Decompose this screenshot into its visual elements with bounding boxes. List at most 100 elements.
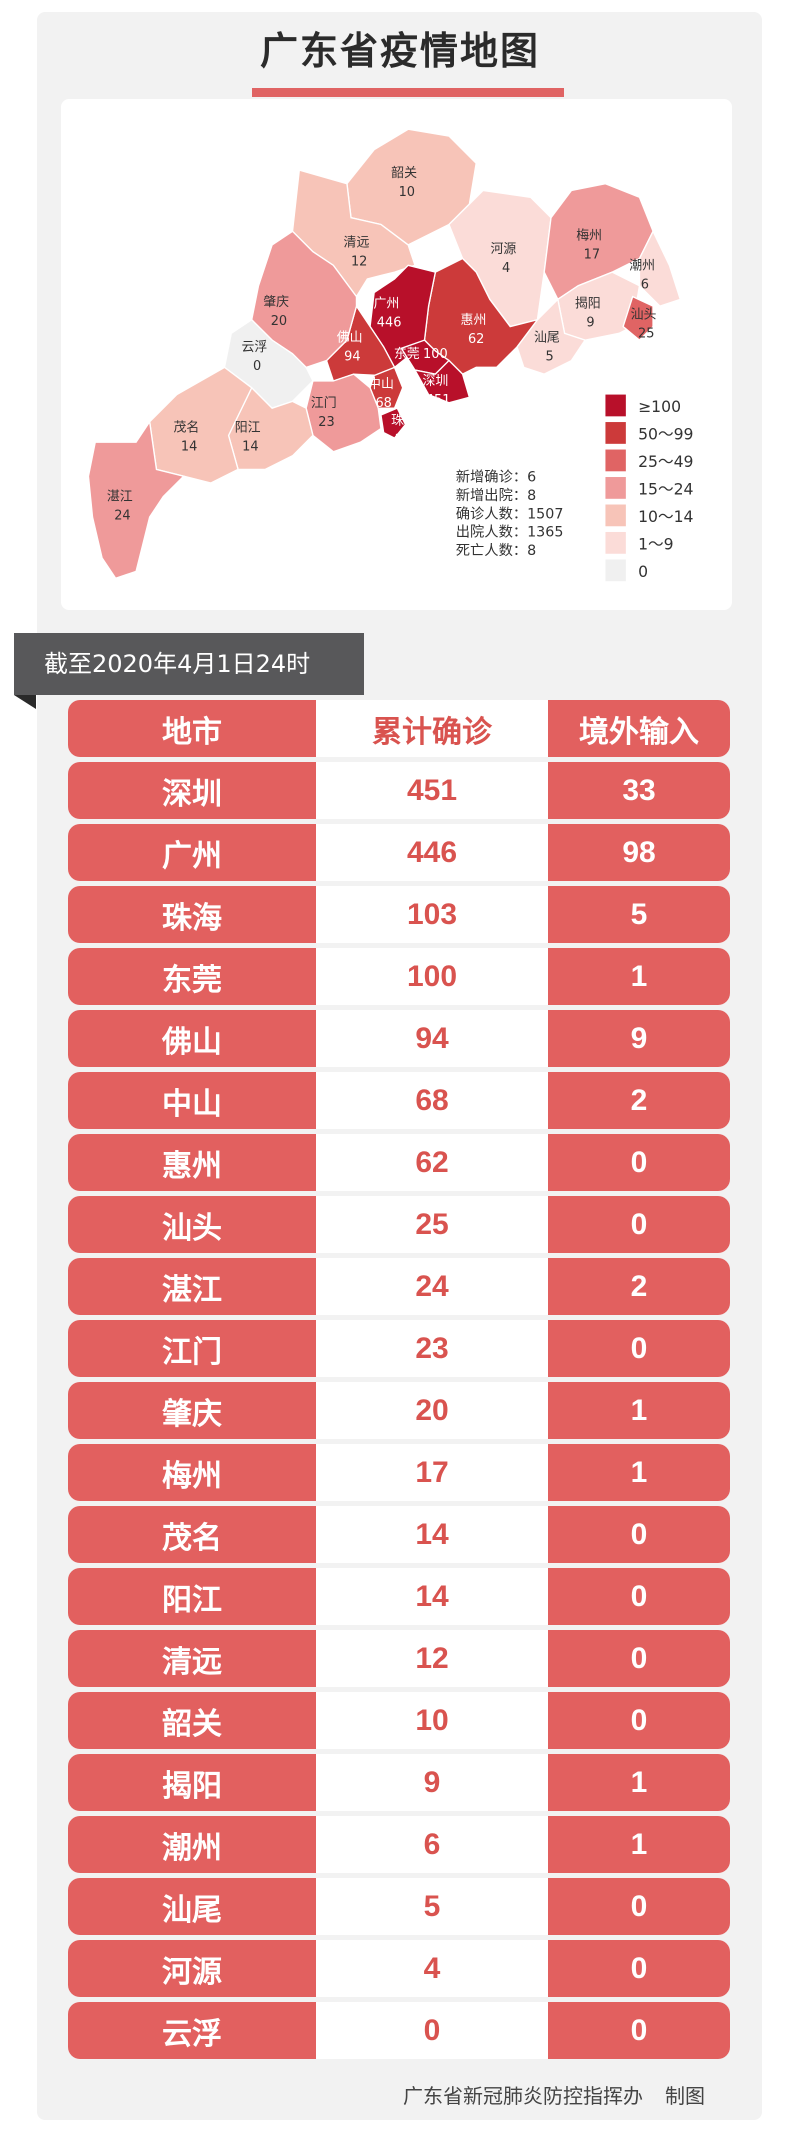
region-name-label: 阳江	[235, 420, 261, 435]
region-name-label: 湛江	[107, 490, 133, 505]
table-row: 汕头 25 0	[68, 1196, 730, 1253]
region-value-label: 5	[546, 350, 554, 365]
cumulative-cell: 12	[316, 1630, 548, 1687]
legend-label: 15～24	[638, 480, 693, 499]
city-cell: 云浮	[68, 2002, 316, 2059]
cumulative-cell: 25	[316, 1196, 548, 1253]
cumulative-cell: 10	[316, 1692, 548, 1749]
legend-label: ≥100	[638, 397, 681, 416]
region-value-label: 20	[271, 314, 287, 329]
cumulative-cell: 9	[316, 1754, 548, 1811]
city-cell: 揭阳	[68, 1754, 316, 1811]
table-row: 阳江 14 0	[68, 1568, 730, 1625]
table-row: 韶关 10 0	[68, 1692, 730, 1749]
table-row: 汕尾 5 0	[68, 1878, 730, 1935]
legend-label: 25～49	[638, 452, 693, 471]
region-name-label: 云浮	[242, 340, 268, 355]
table-row: 东莞 100 1	[68, 948, 730, 1005]
table-row: 茂名 14 0	[68, 1506, 730, 1563]
footer-action: 制图	[665, 2084, 705, 2108]
imported-cell: 9	[548, 1010, 730, 1067]
legend-swatch	[605, 394, 626, 417]
table-row: 佛山 94 9	[68, 1010, 730, 1067]
cases-table: 地市 累计确诊 境外输入 深圳 451 33 广州 446 98 珠海 103 5 东莞 100 1 佛山 94…	[68, 700, 730, 2059]
footer-credit: 广东省新冠肺炎防控指挥办 制图	[403, 2080, 705, 2109]
imported-cell: 0	[548, 1320, 730, 1377]
cumulative-cell: 23	[316, 1320, 548, 1377]
imported-cell: 1	[548, 1816, 730, 1873]
imported-cell: 0	[548, 1692, 730, 1749]
table-row: 清远 12 0	[68, 1630, 730, 1687]
map-region	[413, 359, 471, 404]
table-row: 深圳 451 33	[68, 762, 730, 819]
region-name-label: 广州	[373, 296, 399, 311]
city-cell: 佛山	[68, 1010, 316, 1067]
city-cell: 地市	[68, 700, 316, 757]
imported-cell: 1	[548, 948, 730, 1005]
region-value-label: 14	[242, 439, 258, 454]
table-row: 潮州 6 1	[68, 1816, 730, 1873]
legend-swatch	[605, 504, 626, 527]
legend-swatch	[605, 531, 626, 554]
region-value-label: 6	[641, 277, 649, 292]
imported-cell: 5	[548, 886, 730, 943]
cumulative-cell: 4	[316, 1940, 548, 1997]
region-value-label: 68	[375, 396, 391, 411]
region-value-label: 10	[399, 185, 415, 200]
city-cell: 东莞	[68, 948, 316, 1005]
table-header: 地市 累计确诊 境外输入	[68, 700, 730, 757]
imported-cell: 0	[548, 1940, 730, 1997]
city-cell: 阳江	[68, 1568, 316, 1625]
legend-swatch	[605, 477, 626, 499]
footer-org: 广东省新冠肺炎防控指挥办	[403, 2084, 643, 2108]
city-cell: 深圳	[68, 762, 316, 819]
cumulative-cell: 446	[316, 824, 548, 881]
stat-line: 新增出院：8	[456, 487, 536, 504]
banner-fold	[14, 695, 36, 709]
legend-label: 10～14	[638, 507, 693, 526]
table-row: 揭阳 9 1	[68, 1754, 730, 1811]
imported-cell: 1	[548, 1444, 730, 1501]
region-value-label: 17	[584, 248, 600, 263]
region-value-label: 23	[318, 415, 334, 430]
imported-cell: 98	[548, 824, 730, 881]
region-name-label: 惠州	[461, 313, 487, 328]
city-cell: 梅州	[68, 1444, 316, 1501]
table-row: 中山 68 2	[68, 1072, 730, 1129]
city-cell: 汕尾	[68, 1878, 316, 1935]
region-name-label: 韶关	[391, 165, 417, 181]
imported-cell: 0	[548, 1134, 730, 1191]
region-name-label: 梅州	[576, 228, 602, 243]
region-name-label: 清远	[344, 235, 370, 250]
date-banner: 截至2020年4月1日24时	[14, 633, 364, 695]
city-cell: 广州	[68, 824, 316, 881]
legend-label: 0	[638, 562, 648, 581]
imported-cell: 2	[548, 1258, 730, 1315]
cumulative-cell: 62	[316, 1134, 548, 1191]
region-value-label: 9	[586, 316, 594, 331]
table-row: 江门 23 0	[68, 1320, 730, 1377]
region-name-label: 肇庆	[263, 295, 289, 310]
legend-swatch	[605, 449, 626, 472]
cumulative-cell: 451	[316, 762, 548, 819]
stat-line: 新增确诊：6	[456, 469, 536, 486]
cumulative-cell: 68	[316, 1072, 548, 1129]
table-row: 惠州 62 0	[68, 1134, 730, 1191]
map-region	[380, 407, 407, 439]
region-name-label: 茂名	[173, 419, 199, 435]
city-cell: 惠州	[68, 1134, 316, 1191]
legend-swatch	[605, 559, 626, 582]
city-cell: 肇庆	[68, 1382, 316, 1439]
imported-cell: 境外输入	[548, 700, 730, 757]
table-row: 湛江 24 2	[68, 1258, 730, 1315]
region-name-label: 佛山	[337, 331, 363, 346]
region-value-label: 14	[181, 439, 197, 454]
region-value-label: 12	[351, 254, 367, 269]
region-name-label: 江门	[311, 396, 337, 411]
cumulative-cell: 94	[316, 1010, 548, 1067]
region-value-label: 451	[426, 393, 451, 408]
imported-cell: 0	[548, 1878, 730, 1935]
table-row: 梅州 17 1	[68, 1444, 730, 1501]
city-cell: 潮州	[68, 1816, 316, 1873]
